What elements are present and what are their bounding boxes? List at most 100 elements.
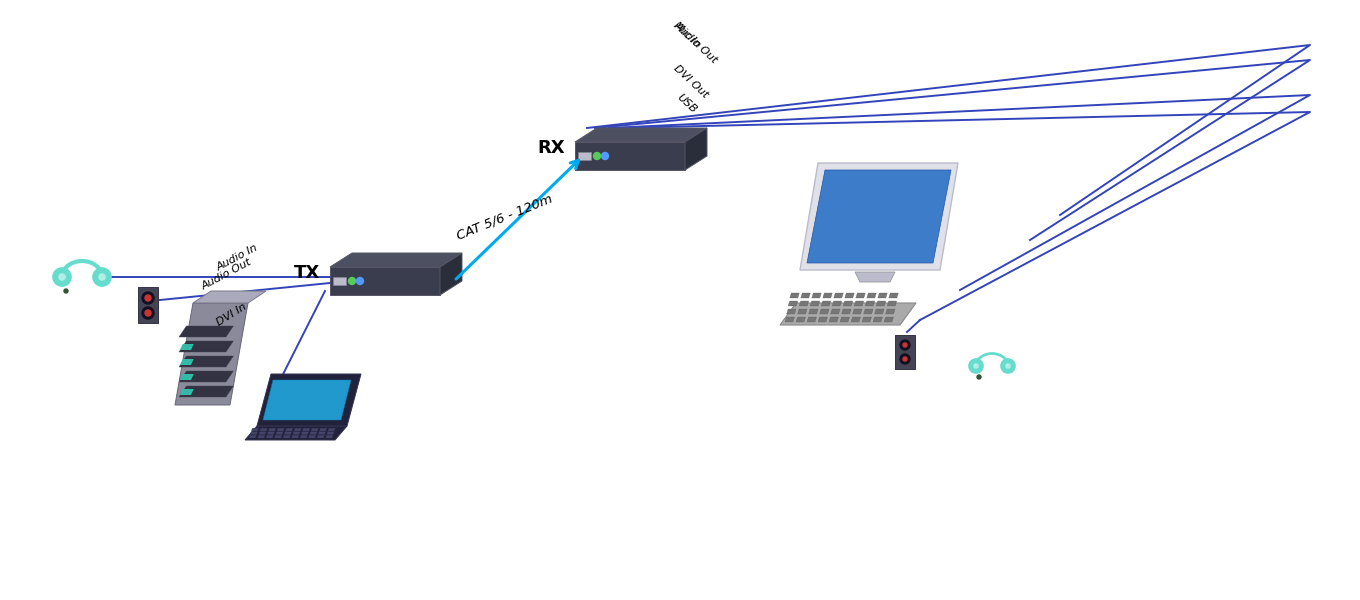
Polygon shape: [180, 374, 193, 380]
Text: Mic In: Mic In: [672, 20, 703, 50]
Polygon shape: [311, 428, 318, 431]
Polygon shape: [252, 428, 258, 431]
Polygon shape: [180, 341, 234, 352]
Polygon shape: [853, 309, 862, 314]
Polygon shape: [325, 435, 333, 438]
Circle shape: [1001, 359, 1015, 373]
Text: CAT 5/6 - 120m: CAT 5/6 - 120m: [456, 191, 555, 242]
Circle shape: [900, 340, 910, 350]
Circle shape: [593, 152, 601, 160]
Polygon shape: [832, 301, 842, 306]
Polygon shape: [333, 277, 345, 285]
Polygon shape: [292, 432, 301, 434]
Polygon shape: [276, 432, 283, 434]
Polygon shape: [831, 309, 840, 314]
Circle shape: [141, 307, 154, 319]
Polygon shape: [262, 380, 351, 420]
Polygon shape: [864, 309, 873, 314]
Polygon shape: [575, 128, 707, 142]
Polygon shape: [318, 432, 325, 434]
Polygon shape: [854, 301, 864, 306]
Circle shape: [900, 354, 910, 364]
Circle shape: [356, 277, 363, 284]
Circle shape: [146, 310, 151, 316]
Polygon shape: [840, 317, 850, 322]
Polygon shape: [302, 428, 310, 431]
Polygon shape: [895, 335, 915, 369]
Polygon shape: [843, 301, 853, 306]
Polygon shape: [865, 301, 874, 306]
Polygon shape: [796, 317, 805, 322]
Polygon shape: [578, 152, 592, 160]
Polygon shape: [797, 309, 806, 314]
Polygon shape: [874, 309, 884, 314]
Circle shape: [58, 273, 67, 281]
Polygon shape: [834, 293, 843, 298]
Polygon shape: [889, 293, 899, 298]
Polygon shape: [806, 317, 816, 322]
Polygon shape: [260, 428, 268, 431]
Polygon shape: [284, 432, 291, 434]
Polygon shape: [180, 344, 193, 350]
Circle shape: [903, 343, 907, 347]
Polygon shape: [873, 317, 883, 322]
Polygon shape: [294, 428, 302, 431]
Polygon shape: [855, 272, 895, 282]
Polygon shape: [267, 435, 273, 438]
Circle shape: [92, 268, 112, 286]
Polygon shape: [180, 356, 234, 367]
Polygon shape: [855, 293, 865, 298]
Text: Audio In: Audio In: [215, 243, 260, 273]
Polygon shape: [286, 428, 292, 431]
Polygon shape: [575, 142, 685, 170]
Circle shape: [903, 357, 907, 361]
Polygon shape: [790, 293, 800, 298]
Polygon shape: [267, 432, 275, 434]
Polygon shape: [180, 371, 234, 382]
Polygon shape: [301, 435, 307, 438]
Polygon shape: [249, 435, 257, 438]
Polygon shape: [180, 359, 193, 365]
Polygon shape: [180, 386, 234, 397]
Polygon shape: [180, 389, 193, 395]
Text: USB: USB: [675, 92, 699, 115]
Circle shape: [348, 277, 355, 284]
Polygon shape: [811, 301, 820, 306]
Polygon shape: [887, 301, 896, 306]
Polygon shape: [291, 435, 299, 438]
Polygon shape: [317, 435, 325, 438]
Polygon shape: [821, 301, 831, 306]
Polygon shape: [268, 428, 276, 431]
Polygon shape: [320, 428, 326, 431]
Polygon shape: [830, 317, 839, 322]
Text: TX: TX: [294, 264, 320, 282]
Polygon shape: [785, 317, 794, 322]
Polygon shape: [876, 301, 885, 306]
Text: DVI In: DVI In: [215, 302, 249, 328]
Polygon shape: [258, 432, 267, 434]
Polygon shape: [809, 309, 819, 314]
Polygon shape: [283, 435, 291, 438]
Polygon shape: [866, 293, 876, 298]
Circle shape: [976, 375, 981, 379]
Polygon shape: [310, 432, 317, 434]
Polygon shape: [823, 293, 832, 298]
Polygon shape: [301, 432, 309, 434]
Polygon shape: [786, 309, 796, 314]
Polygon shape: [309, 435, 316, 438]
Polygon shape: [275, 435, 282, 438]
Circle shape: [141, 292, 154, 304]
Polygon shape: [877, 293, 887, 298]
Polygon shape: [806, 170, 951, 263]
Polygon shape: [862, 317, 872, 322]
Polygon shape: [812, 293, 821, 298]
Polygon shape: [250, 432, 257, 434]
Polygon shape: [884, 317, 894, 322]
Polygon shape: [441, 253, 462, 295]
Circle shape: [53, 268, 71, 286]
Polygon shape: [800, 163, 957, 270]
Polygon shape: [328, 428, 336, 431]
Text: DVI Out: DVI Out: [672, 63, 710, 100]
Polygon shape: [330, 253, 462, 267]
Polygon shape: [180, 326, 234, 337]
